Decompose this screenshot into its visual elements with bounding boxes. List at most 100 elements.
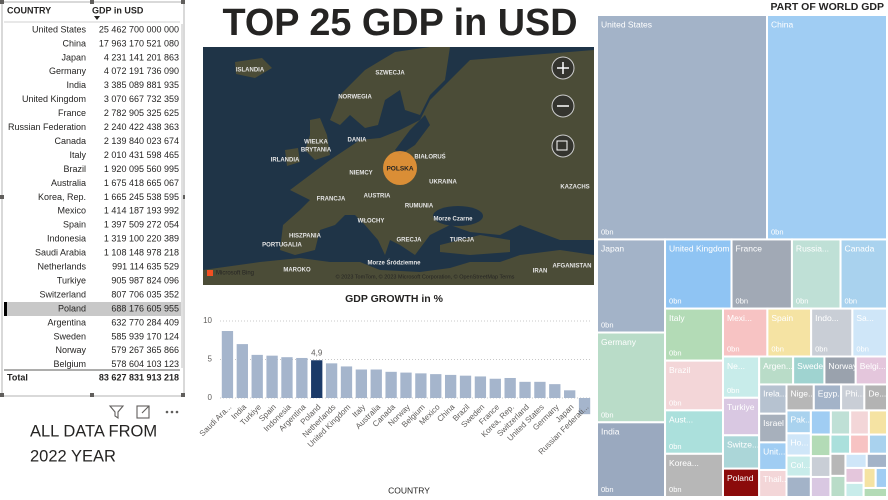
country-cell[interactable]: Italy	[69, 150, 86, 160]
country-cell[interactable]: Canada	[54, 136, 86, 146]
map[interactable]: ISLANDIA SZWECJA NORWEGIA DANIA WIELKA BRYTAN…	[203, 47, 594, 285]
bar[interactable]	[564, 390, 576, 398]
tile[interactable]	[664, 359, 724, 412]
tile-clip: Russia... 0bn	[796, 244, 829, 306]
page-title: TOP 25 GDP in USD	[223, 2, 578, 44]
bar[interactable]	[519, 381, 531, 398]
tile[interactable]	[721, 396, 761, 437]
country-cell[interactable]: France	[58, 108, 86, 118]
tile[interactable]	[867, 409, 888, 436]
country-cell[interactable]: Sweden	[53, 331, 86, 341]
country-cell[interactable]: India	[66, 80, 86, 90]
bar[interactable]	[296, 357, 308, 398]
tile[interactable]	[844, 481, 865, 498]
country-cell[interactable]: United Kingdom	[22, 94, 86, 104]
country-cell[interactable]: Switzerland	[39, 289, 86, 299]
bar[interactable]	[430, 374, 442, 398]
tile[interactable]	[829, 452, 847, 477]
tile[interactable]	[596, 238, 667, 334]
map-attribution: Microsoft Bing	[216, 271, 254, 277]
country-cell[interactable]: Australia	[51, 178, 86, 188]
country-cell[interactable]: United States	[32, 24, 87, 34]
bar[interactable]	[281, 357, 293, 398]
map-style[interactable]	[551, 134, 575, 158]
tile[interactable]	[809, 409, 832, 436]
bar[interactable]	[504, 377, 516, 398]
country-cell[interactable]: Germany	[49, 66, 87, 76]
tile[interactable]	[758, 468, 788, 498]
country-cell[interactable]: Netherlands	[37, 262, 86, 272]
tile[interactable]	[844, 452, 868, 469]
country-cell[interactable]: Belgium	[53, 359, 86, 369]
country-cell[interactable]: Mexico	[57, 206, 86, 216]
bar[interactable]	[400, 372, 412, 398]
tile[interactable]	[829, 474, 847, 499]
column-header[interactable]: COUNTRY	[7, 5, 51, 15]
tile[interactable]	[765, 14, 888, 241]
tile[interactable]	[874, 466, 888, 489]
country-cell[interactable]: Turkiye	[57, 275, 86, 285]
bar[interactable]	[578, 398, 591, 415]
tile[interactable]	[867, 433, 888, 455]
tile[interactable]	[664, 307, 724, 362]
country-cell[interactable]: China	[62, 38, 86, 48]
country-cell[interactable]: Korea, Rep.	[38, 192, 86, 202]
bar[interactable]	[489, 378, 501, 398]
bar[interactable]	[251, 354, 263, 398]
tile[interactable]	[865, 452, 888, 469]
filter-icon[interactable]	[108, 405, 125, 420]
bar[interactable]	[549, 384, 561, 398]
tile[interactable]	[862, 466, 877, 489]
tile[interactable]	[721, 467, 761, 498]
country-cell[interactable]: Brazil	[63, 164, 86, 174]
tile[interactable]	[849, 433, 870, 455]
tile[interactable]	[829, 409, 852, 436]
tile[interactable]	[809, 475, 832, 498]
bar[interactable]	[221, 331, 234, 398]
bar[interactable]	[385, 371, 397, 398]
tile[interactable]	[596, 421, 667, 498]
tile-clip: Spain 0bn	[771, 313, 793, 354]
bar[interactable]	[340, 366, 353, 398]
column-header[interactable]: GDP in USD	[92, 5, 144, 15]
scrollbar[interactable]	[181, 24, 183, 368]
bar[interactable]	[534, 381, 546, 398]
tile[interactable]	[839, 238, 888, 310]
tile[interactable]	[758, 412, 788, 444]
tile[interactable]	[721, 355, 761, 399]
bar[interactable]	[266, 355, 278, 398]
country-cell[interactable]: Saudi Arabia	[35, 248, 86, 258]
country-cell[interactable]: Spain	[63, 220, 86, 230]
bar[interactable]	[370, 369, 382, 398]
tile[interactable]	[849, 409, 870, 436]
tile[interactable]	[844, 466, 865, 484]
focus-icon[interactable]	[136, 405, 150, 419]
bar[interactable]	[474, 376, 487, 398]
country-cell[interactable]: Argentina	[47, 317, 86, 327]
country-cell[interactable]: Japan	[61, 52, 86, 62]
tile[interactable]	[862, 486, 888, 499]
country-cell[interactable]: Russian Federation	[8, 122, 86, 132]
tile[interactable]	[809, 455, 832, 478]
tile[interactable]	[664, 452, 724, 499]
bar[interactable]	[236, 344, 248, 398]
map-label: WIELKA	[304, 140, 328, 146]
bar[interactable]	[415, 373, 427, 398]
map-bubble[interactable]	[383, 151, 417, 185]
bar[interactable]	[311, 360, 323, 398]
bar[interactable]	[355, 369, 368, 398]
tile-clip: Japan 0bn	[601, 244, 624, 330]
bar[interactable]	[459, 375, 472, 398]
bar[interactable]	[444, 374, 457, 398]
country-cell[interactable]: Poland	[58, 303, 86, 313]
tile[interactable]	[809, 433, 832, 458]
tile[interactable]	[785, 475, 812, 499]
tile-label: Switze...	[727, 440, 759, 450]
country-cell[interactable]: Indonesia	[47, 234, 86, 244]
tile[interactable]	[596, 14, 768, 241]
tile[interactable]	[829, 433, 852, 455]
more-options-icon[interactable]	[165, 410, 179, 414]
tile[interactable]	[596, 331, 667, 424]
bar[interactable]	[325, 363, 338, 398]
country-cell[interactable]: Norway	[55, 345, 86, 355]
